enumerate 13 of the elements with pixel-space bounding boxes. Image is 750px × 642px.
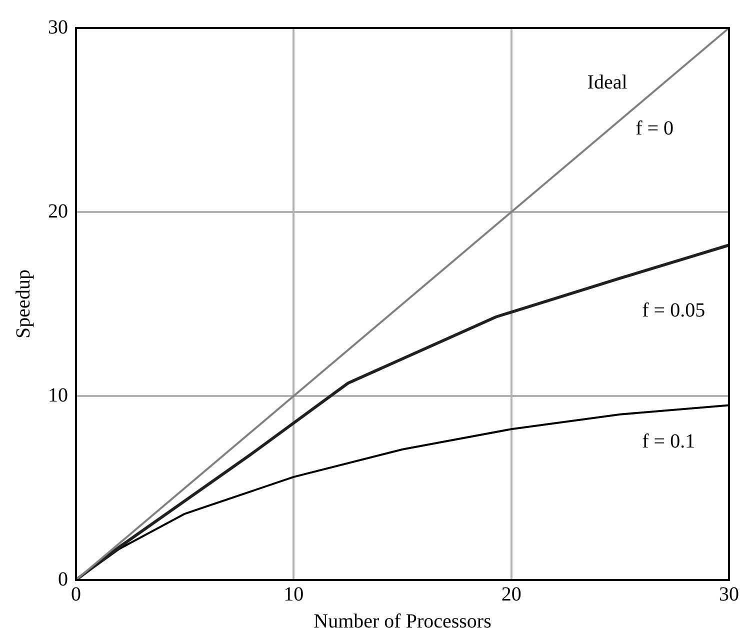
x-axis-title: Number of Processors [314,610,492,632]
x-tick-label: 30 [719,583,739,606]
annotation: Ideal [587,71,628,94]
x-tick-label: 20 [501,583,522,606]
annotation: f = 0 [636,117,674,140]
y-tick-label: 20 [48,200,68,222]
x-tick-label: 10 [284,583,304,606]
annotation: f = 0.05 [642,299,706,322]
y-tick-label: 0 [58,568,68,590]
annotation: f = 0.1 [642,430,696,452]
y-tick-label: 10 [48,384,68,406]
y-axis-title: Speedup [12,270,34,338]
y-tick-label: 30 [48,16,68,38]
